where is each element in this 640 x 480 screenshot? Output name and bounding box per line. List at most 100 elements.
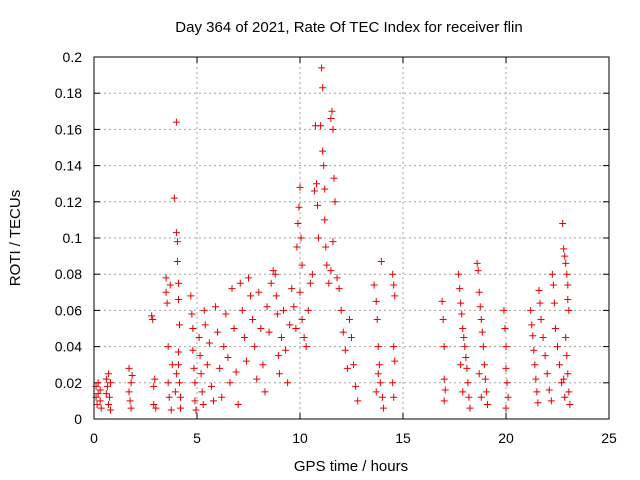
- data-point: [329, 238, 337, 246]
- data-point: [343, 364, 351, 372]
- data-point: [232, 368, 240, 376]
- data-point: [104, 401, 112, 409]
- chart-title: Day 364 of 2021, Rate Of TEC Index for r…: [175, 19, 522, 36]
- y-tick-label: 0.04: [55, 339, 82, 355]
- data-point: [440, 397, 448, 405]
- data-point: [561, 393, 569, 401]
- data-point: [565, 388, 573, 396]
- data-point: [548, 270, 556, 278]
- data-point: [275, 370, 283, 378]
- data-point: [125, 364, 133, 372]
- data-point: [375, 361, 383, 369]
- data-point: [551, 325, 559, 332]
- data-point: [128, 372, 136, 380]
- data-point: [390, 343, 398, 351]
- data-point: [209, 397, 217, 405]
- data-point: [274, 352, 282, 360]
- data-point: [457, 299, 465, 307]
- data-point: [477, 393, 485, 401]
- data-point: [377, 258, 385, 266]
- data-point: [257, 325, 265, 332]
- data-point: [547, 397, 555, 405]
- data-point: [370, 281, 378, 289]
- x-tick-label: 0: [90, 430, 98, 446]
- data-point: [192, 406, 200, 414]
- data-point: [191, 379, 199, 387]
- data-point: [333, 274, 341, 282]
- data-point: [292, 325, 300, 332]
- plot-frame: [93, 56, 610, 420]
- data-point: [224, 353, 232, 361]
- data-point: [440, 375, 448, 383]
- data-point: [556, 361, 564, 369]
- data-point: [335, 285, 343, 293]
- data-point: [164, 343, 172, 351]
- x-tick-label: 15: [395, 430, 411, 446]
- data-point: [535, 286, 543, 294]
- data-point: [321, 185, 329, 193]
- data-point: [282, 346, 290, 354]
- data-point: [174, 296, 182, 304]
- data-point: [391, 357, 399, 365]
- data-point: [286, 321, 294, 329]
- y-tick-label: 0.2: [63, 49, 83, 65]
- data-point: [458, 310, 466, 318]
- data-point: [263, 303, 271, 311]
- data-point: [296, 288, 304, 296]
- data-point: [322, 243, 330, 251]
- data-point: [105, 393, 113, 401]
- data-point: [308, 270, 316, 278]
- data-point: [150, 401, 158, 409]
- y-tick-label: 0.02: [55, 375, 82, 391]
- data-point: [277, 334, 285, 342]
- data-point: [238, 306, 246, 314]
- data-point: [312, 180, 320, 188]
- data-point: [298, 261, 306, 269]
- x-tick-label: 25: [601, 430, 617, 446]
- data-point: [354, 397, 362, 405]
- data-point: [459, 325, 467, 332]
- data-point: [474, 267, 482, 275]
- data-point: [566, 401, 574, 409]
- data-point: [319, 84, 327, 92]
- data-point: [173, 238, 181, 246]
- data-point: [187, 292, 195, 300]
- data-point: [372, 297, 380, 305]
- data-point: [461, 343, 469, 351]
- data-point: [295, 203, 303, 211]
- data-point: [503, 379, 511, 387]
- data-point: [125, 388, 133, 396]
- data-point: [504, 393, 512, 401]
- data-point: [165, 393, 173, 401]
- y-tick-label: 0.16: [55, 121, 82, 137]
- data-point: [558, 379, 566, 387]
- data-point: [218, 393, 226, 401]
- data-point: [177, 393, 185, 401]
- data-point: [473, 259, 481, 267]
- data-point: [502, 404, 510, 412]
- data-point: [562, 259, 570, 267]
- y-tick-label: 0: [74, 411, 82, 427]
- data-point: [242, 357, 250, 365]
- data-point: [560, 245, 568, 253]
- data-point: [167, 406, 175, 414]
- data-point: [438, 297, 446, 305]
- data-point: [328, 107, 336, 115]
- data-point: [372, 388, 380, 396]
- data-point: [265, 328, 273, 336]
- data-point: [162, 274, 170, 282]
- data-point: [251, 343, 259, 351]
- data-point: [97, 404, 105, 412]
- data-point: [502, 364, 510, 372]
- data-point: [300, 334, 308, 342]
- data-point: [152, 404, 160, 412]
- data-point: [166, 281, 174, 289]
- data-point: [350, 361, 358, 369]
- data-point: [463, 364, 471, 372]
- data-point: [96, 386, 104, 394]
- data-point: [563, 352, 571, 360]
- data-point: [288, 285, 296, 293]
- data-point: [564, 370, 572, 378]
- data-point: [151, 375, 159, 383]
- data-point: [554, 343, 561, 351]
